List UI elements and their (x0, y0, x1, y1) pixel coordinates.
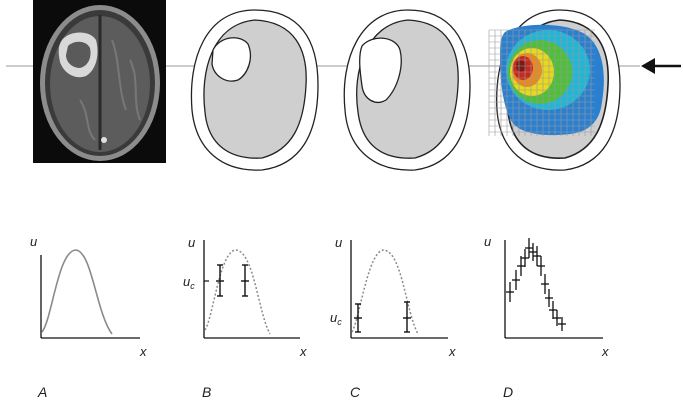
plot-d-error-bar (512, 270, 520, 290)
plot-d-ylabel: u (484, 234, 491, 249)
plot-d-error-bars (506, 238, 566, 331)
plot-c: u uc x C (330, 235, 456, 400)
plot-d-error-bar (533, 246, 541, 266)
plot-d-error-bar (541, 274, 549, 294)
mri-image (33, 0, 166, 163)
plot-a: u x A (30, 234, 147, 400)
plot-a-ylabel: u (30, 234, 37, 249)
plot-d-error-bar (525, 238, 533, 258)
plot-d-error-bar (558, 317, 566, 331)
panel-label-c: C (350, 384, 361, 400)
plot-d-error-bar (549, 301, 557, 319)
plot-d-error-bar (506, 282, 514, 302)
plot-a-xlabel: x (139, 344, 147, 359)
heatmap-grid (488, 29, 595, 136)
plot-d: u x D (484, 234, 609, 400)
brain-heatmap (488, 9, 621, 171)
plot-b-uc: uc (183, 274, 195, 291)
plot-b-xlabel: x (299, 344, 307, 359)
plot-c-ylabel: u (335, 235, 342, 250)
plot-d-error-bar (537, 256, 545, 276)
panel-label-b: B (202, 384, 211, 400)
arrow-left-icon (641, 58, 681, 74)
plot-d-error-bar (517, 256, 525, 276)
plot-d-error-bar (553, 310, 561, 326)
panel-label-a: A (37, 384, 47, 400)
plot-d-error-bar (521, 249, 529, 267)
panel-label-d: D (503, 384, 513, 400)
brain-outline-1 (190, 9, 319, 171)
plot-d-error-bar (529, 243, 537, 261)
brain-outline-2 (343, 9, 471, 171)
plot-b: u uc x B (183, 235, 307, 400)
plot-b-ylabel: u (188, 235, 195, 250)
plot-d-error-bar (545, 289, 553, 307)
plot-c-uc: uc (330, 310, 342, 327)
plot-d-xlabel: x (601, 344, 609, 359)
plot-c-xlabel: x (448, 344, 456, 359)
